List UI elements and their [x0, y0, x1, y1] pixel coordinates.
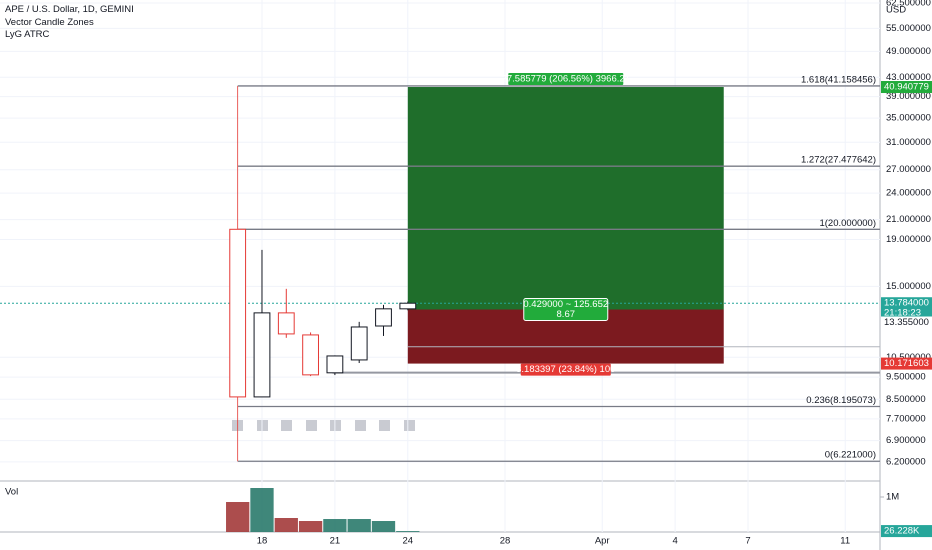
- y-tick-label: 10.500000: [886, 352, 931, 363]
- volume-badge-bg: [881, 525, 932, 538]
- y-tick-label: 39.000000: [886, 91, 931, 102]
- zone-marker: [404, 420, 415, 431]
- y-tick-label: 55.000000: [886, 23, 931, 34]
- center-label: 0.429000 ~ 125.652: [523, 299, 608, 310]
- y-tick-label: 21.000000: [886, 214, 931, 225]
- center-label: 8.67: [557, 309, 576, 320]
- fib-label: 1.618(41.158456): [801, 74, 876, 85]
- y-tick-label: 6.900000: [886, 435, 926, 446]
- y-tick-label: 19.000000: [886, 234, 931, 245]
- profit-label-bg: [508, 73, 624, 85]
- volume-title: Vol: [5, 487, 18, 498]
- x-tick-label: 18: [257, 536, 268, 547]
- countdown: 21:18:23: [884, 308, 921, 319]
- profit-label: 27.585779 (206.56%) 3966.21: [502, 74, 630, 85]
- indicator-name: Vector Candle Zones: [5, 17, 94, 28]
- candle-body: [253, 312, 271, 398]
- profit-zone: [407, 87, 724, 310]
- zone-marker: [281, 420, 292, 431]
- candle-body: [229, 228, 247, 398]
- zone-marker: [379, 420, 390, 431]
- loss-label: 3.183397 (23.84%) 100: [516, 364, 615, 375]
- x-tick-label: 21: [330, 536, 341, 547]
- y-tick-label: 8.500000: [886, 394, 926, 405]
- volume-badge: 26.228K: [884, 526, 920, 537]
- loss-label-bg: [520, 363, 611, 376]
- indicator-name: LyG ATRC: [5, 29, 50, 40]
- x-tick-label: 11: [840, 536, 850, 547]
- volume-bar: [226, 502, 250, 532]
- volume-bar: [323, 519, 347, 532]
- volume-bar: [396, 531, 420, 532]
- entry-badge-bg: [881, 316, 932, 329]
- y-tick-label: 62.500000: [886, 0, 931, 9]
- candle-body: [375, 308, 392, 327]
- x-tick-label: 24: [403, 536, 414, 547]
- zone-marker: [355, 420, 366, 431]
- y-tick-label: 9.500000: [886, 372, 926, 383]
- y-tick-label: 1M: [886, 492, 899, 503]
- target-badge-bg: [881, 81, 932, 94]
- y-tick-label: 49.000000: [886, 46, 931, 57]
- stop-badge-bg: [881, 357, 932, 370]
- axis-unit: USD: [886, 5, 906, 16]
- y-tick-label: 6.200000: [886, 456, 926, 467]
- volume-bar: [250, 488, 274, 532]
- last-price-badge: 13.784000: [884, 298, 929, 309]
- y-tick-label: 35.000000: [886, 113, 931, 124]
- y-tick-label: 31.000000: [886, 137, 931, 148]
- candle-body: [350, 326, 368, 361]
- volume-bar: [371, 521, 396, 532]
- zone-marker: [330, 420, 341, 431]
- fib-label: 0(6.221000): [825, 450, 876, 461]
- center-label-bg: [523, 298, 609, 322]
- last-price-badge-bg: [881, 297, 932, 320]
- fib-label: 1.272(27.477642): [801, 155, 876, 166]
- x-tick-label: 28: [500, 536, 511, 547]
- y-tick-label: 7.700000: [886, 413, 926, 424]
- candle-body: [277, 312, 295, 335]
- fib-label: 0.236(8.195073): [806, 395, 876, 406]
- y-tick-label: 27.000000: [886, 164, 931, 175]
- zone-marker: [306, 420, 317, 431]
- candle-body: [302, 334, 319, 376]
- x-tick-label: 4: [672, 536, 677, 547]
- target-badge: 40.940779: [884, 82, 929, 93]
- zone-marker: [257, 420, 268, 431]
- volume-bar: [274, 518, 298, 532]
- y-tick-label: 24.000000: [886, 188, 931, 199]
- x-tick-label: Apr: [595, 536, 610, 547]
- stop-badge: 10.171603: [884, 358, 929, 369]
- volume-bar: [347, 519, 371, 532]
- volume-bar: [298, 521, 323, 532]
- symbol-title: APE / U.S. Dollar, 1D, GEMINI: [5, 4, 134, 15]
- y-tick-label: 15.000000: [886, 281, 931, 292]
- candle-body: [326, 355, 344, 374]
- y-tick-label: 43.000000: [886, 72, 931, 83]
- entry-badge: 13.355000: [884, 317, 929, 328]
- fib-label: 1(20.000000): [819, 218, 876, 229]
- candle-body: [399, 302, 417, 310]
- x-tick-label: 7: [745, 536, 750, 547]
